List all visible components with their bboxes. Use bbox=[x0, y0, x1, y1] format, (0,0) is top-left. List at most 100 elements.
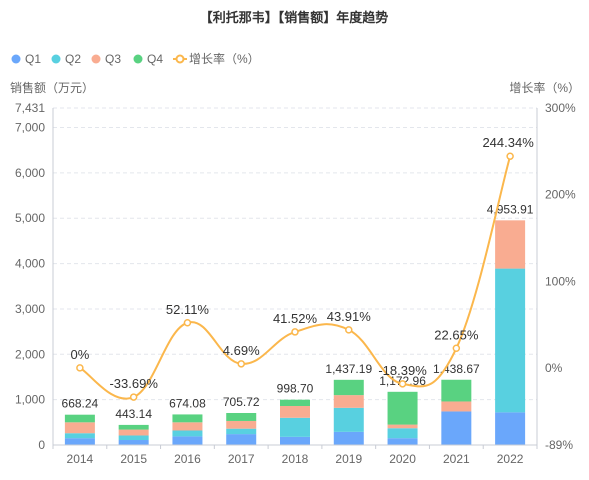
bar-q1-2016 bbox=[172, 436, 203, 445]
bar-q4-2019 bbox=[333, 379, 364, 396]
bar-q4-2021 bbox=[441, 379, 472, 402]
bar-q3-2015 bbox=[118, 429, 149, 436]
legend-marker-q4 bbox=[133, 54, 143, 64]
bar-q2-2019 bbox=[333, 407, 364, 432]
bar-total-label: 674.08 bbox=[169, 396, 206, 410]
growth-point-2016 bbox=[183, 319, 192, 327]
bar-total-label: 1,437.19 bbox=[325, 362, 372, 376]
bar-total-label: 4,953.91 bbox=[487, 202, 534, 216]
bar-q3-2016 bbox=[172, 422, 203, 431]
bar-q4-2017 bbox=[226, 412, 257, 421]
legend-marker-q1 bbox=[11, 54, 21, 64]
y-left-tick-label: 7,431 bbox=[15, 101, 45, 115]
growth-point-2021 bbox=[452, 344, 461, 353]
bar-q4-2020 bbox=[387, 391, 418, 425]
bar-total-label: 1,438.67 bbox=[433, 362, 480, 376]
bar-q1-2019 bbox=[333, 431, 364, 445]
bar-series bbox=[64, 220, 526, 445]
y-right-tick-label: 200% bbox=[545, 188, 576, 202]
bar-q1-2014 bbox=[64, 438, 95, 445]
growth-label: 244.34% bbox=[482, 135, 534, 150]
bar-q2-2016 bbox=[172, 430, 203, 437]
bar-q2-2015 bbox=[118, 435, 149, 441]
bar-q4-2016 bbox=[172, 414, 203, 423]
x-tick-label: 2018 bbox=[282, 452, 309, 466]
legend-label-4: 增长率（%） bbox=[189, 51, 260, 66]
y-axis-left-label: 销售额（万元） bbox=[10, 80, 94, 95]
x-tick-label: 2020 bbox=[389, 452, 416, 466]
bar-total-label: 705.72 bbox=[223, 395, 260, 409]
y-left-tick-label: 5,000 bbox=[15, 211, 45, 225]
growth-point-2022 bbox=[506, 152, 514, 160]
bar-q4-2015 bbox=[118, 424, 149, 430]
bar-q2-2017 bbox=[226, 428, 257, 435]
chart-title: 【利托那韦】【销售额】年度趋势 bbox=[200, 10, 389, 25]
growth-point-2017 bbox=[237, 360, 245, 368]
growth-label: 22.65% bbox=[434, 327, 479, 342]
y-right-tick-label: 300% bbox=[545, 101, 576, 115]
y-right-tick-label: 0% bbox=[545, 361, 563, 375]
y-left-tick-label: 1,000 bbox=[15, 393, 45, 407]
growth-label: 52.11% bbox=[166, 302, 210, 317]
y-right-tick-label: -89% bbox=[545, 438, 573, 452]
growth-point-2015 bbox=[129, 393, 138, 401]
bar-q3-2021 bbox=[441, 401, 472, 412]
bar-q3-2020 bbox=[387, 424, 418, 429]
y-left-tick-label: 4,000 bbox=[15, 257, 45, 271]
y-left-tick-label: 7,000 bbox=[15, 121, 45, 135]
bar-q1-2021 bbox=[441, 411, 472, 445]
growth-point-2018 bbox=[291, 328, 299, 336]
legend-marker-q2 bbox=[51, 54, 61, 64]
x-tick-label: 2016 bbox=[174, 452, 201, 466]
y-axis-right-label: 增长率（%） bbox=[509, 80, 580, 95]
x-tick-label: 2014 bbox=[67, 452, 94, 466]
bar-q1-2018 bbox=[280, 436, 310, 445]
x-tick-label: 2015 bbox=[120, 452, 147, 466]
y-left-tick-label: 6,000 bbox=[15, 166, 45, 180]
bar-q2-2018 bbox=[280, 417, 310, 437]
bar-q2-2020 bbox=[387, 428, 418, 439]
grid-lines bbox=[53, 107, 537, 401]
bar-q3-2022 bbox=[495, 220, 526, 269]
growth-label: 41.52% bbox=[273, 311, 318, 326]
legend-label-0: Q1 bbox=[25, 52, 41, 66]
x-tick-label: 2022 bbox=[497, 452, 524, 466]
bar-q3-2018 bbox=[280, 405, 310, 418]
growth-point-2019 bbox=[345, 326, 353, 334]
bar-q1-2022 bbox=[495, 412, 526, 445]
bar-q1-2017 bbox=[226, 434, 257, 445]
growth-point-2020 bbox=[398, 380, 407, 388]
bar-total-label: 998.70 bbox=[277, 382, 314, 396]
legend-label-3: Q4 bbox=[147, 52, 163, 66]
bar-total-label: 443.14 bbox=[115, 407, 152, 421]
bar-q3-2017 bbox=[226, 420, 257, 429]
growth-label: -18.39% bbox=[378, 363, 427, 378]
bar-q1-2020 bbox=[387, 438, 418, 445]
growth-point-2014 bbox=[76, 364, 84, 372]
y-left-tick-label: 0 bbox=[38, 438, 45, 452]
y-left-tick-label: 3,000 bbox=[15, 302, 45, 316]
growth-label: 0% bbox=[70, 347, 89, 362]
bar-q3-2014 bbox=[64, 422, 95, 434]
growth-label: 43.91% bbox=[327, 309, 372, 324]
x-tick-label: 2021 bbox=[443, 452, 470, 466]
y-left-tick-label: 2,000 bbox=[15, 347, 45, 361]
bar-q3-2019 bbox=[333, 395, 364, 408]
legend-label-1: Q2 bbox=[65, 52, 81, 66]
legend-marker-q3 bbox=[91, 54, 101, 64]
growth-line-series: 0% -33.69% 52.11% 4.69% 41.52% 43.91% -18.39% 2… bbox=[70, 135, 534, 401]
bar-q4-2018 bbox=[280, 399, 310, 406]
x-tick-label: 2017 bbox=[228, 452, 255, 466]
growth-label: -33.69% bbox=[109, 376, 158, 391]
bar-q4-2014 bbox=[64, 414, 95, 423]
x-tick-label: 2019 bbox=[335, 452, 362, 466]
bar-total-label: 668.24 bbox=[62, 397, 99, 411]
growth-label: 4.69% bbox=[223, 343, 260, 358]
legend: Q1 Q2 Q3 Q4 增长率（%） bbox=[11, 51, 260, 66]
bar-q2-2014 bbox=[64, 433, 95, 439]
axes: 0 1,000 2,000 3,000 4,000 5,000 6,000 7,000 7,43… bbox=[15, 101, 576, 466]
legend-marker-growth bbox=[175, 54, 185, 64]
bar-q1-2015 bbox=[118, 440, 149, 445]
